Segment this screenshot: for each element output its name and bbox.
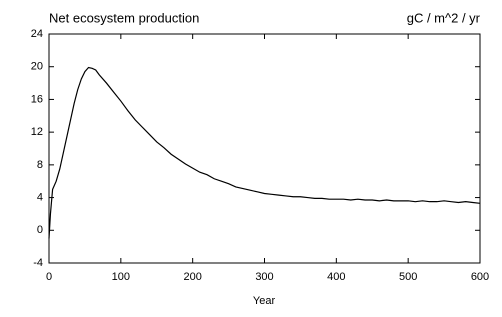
data-line	[48, 66, 481, 239]
y-tick-label: 4	[37, 191, 43, 203]
y-tick-label: 24	[31, 28, 43, 40]
x-tick-label: 100	[112, 271, 130, 283]
y-tick-label: 8	[37, 159, 43, 171]
x-axis-label: Year	[253, 295, 276, 307]
y-tick-label: 16	[31, 93, 43, 105]
y-tick-label: -4	[33, 257, 43, 269]
x-tick-label: 200	[183, 271, 201, 283]
y-tick-label: 0	[37, 224, 43, 236]
x-tick-label: 0	[46, 271, 52, 283]
x-tick-label: 600	[471, 271, 489, 283]
plot-frame	[48, 33, 481, 264]
y-tick-label: 12	[31, 126, 43, 138]
x-tick-label: 300	[255, 271, 273, 283]
x-tick-label: 400	[327, 271, 345, 283]
y-tick-label: 20	[31, 61, 43, 73]
chart-title: Net ecosystem production	[49, 10, 199, 25]
chart-units: gC / m^2 / yr	[407, 10, 481, 25]
x-tick-label: 500	[399, 271, 417, 283]
